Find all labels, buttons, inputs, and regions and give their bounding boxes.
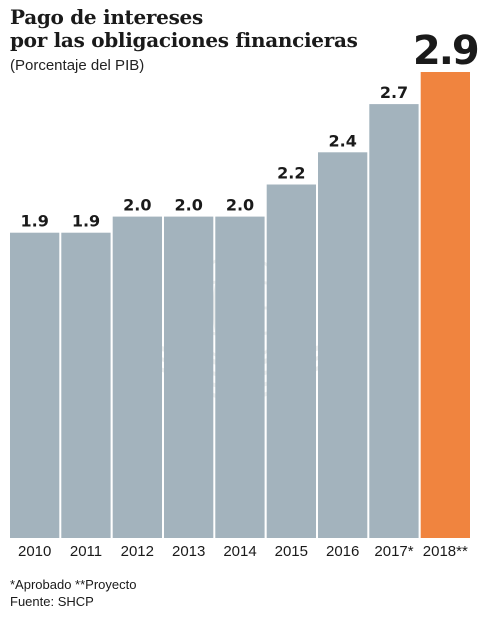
x-tick-label-2012: 2012	[121, 543, 154, 560]
x-tick-label-2015: 2015	[275, 543, 308, 560]
bar-2017	[369, 104, 419, 538]
value-labels-group: 1.9 1.9 2.0 2.0 2.0 2.2 2.4 2.7 2.9	[21, 28, 480, 231]
chart-title: Pago de intereses por las obligaciones f…	[10, 6, 358, 52]
chart-title-line-2: por las obligaciones financieras	[10, 28, 358, 52]
x-tick-label-2014: 2014	[223, 543, 256, 560]
x-tick-label-2010: 2010	[18, 543, 51, 560]
bar-2012	[112, 216, 162, 538]
x-tick-label-2017: 2017*	[374, 543, 413, 560]
x-tick-label-2018: 2018**	[423, 543, 468, 560]
bar-2011	[61, 232, 111, 538]
bar-chart: 1.9 1.9 2.0 2.0 2.0 2.2 2.4 2.7 2.9 2010 2011 2012…	[10, 28, 480, 560]
chart-subtitle: (Porcentaje del PIB)	[10, 57, 145, 74]
footnote-source: Fuente: SHCP	[10, 594, 94, 609]
bar-2013	[164, 216, 214, 538]
footnote-notes: *Aprobado **Proyecto	[10, 577, 137, 592]
value-label-2015: 2.2	[277, 164, 305, 183]
x-axis-labels-group: 2010 2011 2012 2013 2014 2015 2016 2017* 2018**	[18, 543, 468, 560]
value-label-2018: 2.9	[413, 28, 478, 74]
value-label-2011: 1.9	[72, 212, 100, 231]
value-label-2010: 1.9	[21, 212, 49, 231]
footnotes: *Aprobado **Proyecto Fuente: SHCP	[10, 576, 136, 610]
value-label-2012: 2.0	[123, 196, 151, 215]
value-label-2014: 2.0	[226, 196, 254, 215]
bar-2014	[215, 216, 265, 538]
value-label-2013: 2.0	[175, 196, 203, 215]
chart-title-line-1: Pago de intereses	[10, 5, 203, 29]
value-label-2016: 2.4	[329, 131, 357, 150]
bar-2015	[266, 184, 316, 538]
x-tick-label-2016: 2016	[326, 543, 359, 560]
x-tick-label-2013: 2013	[172, 543, 205, 560]
bar-2016	[318, 152, 368, 539]
bar-2018	[420, 72, 470, 538]
x-tick-label-2011: 2011	[70, 543, 102, 560]
bar-2010	[10, 232, 60, 538]
bars-group	[10, 72, 470, 539]
value-label-2017: 2.7	[380, 83, 408, 102]
